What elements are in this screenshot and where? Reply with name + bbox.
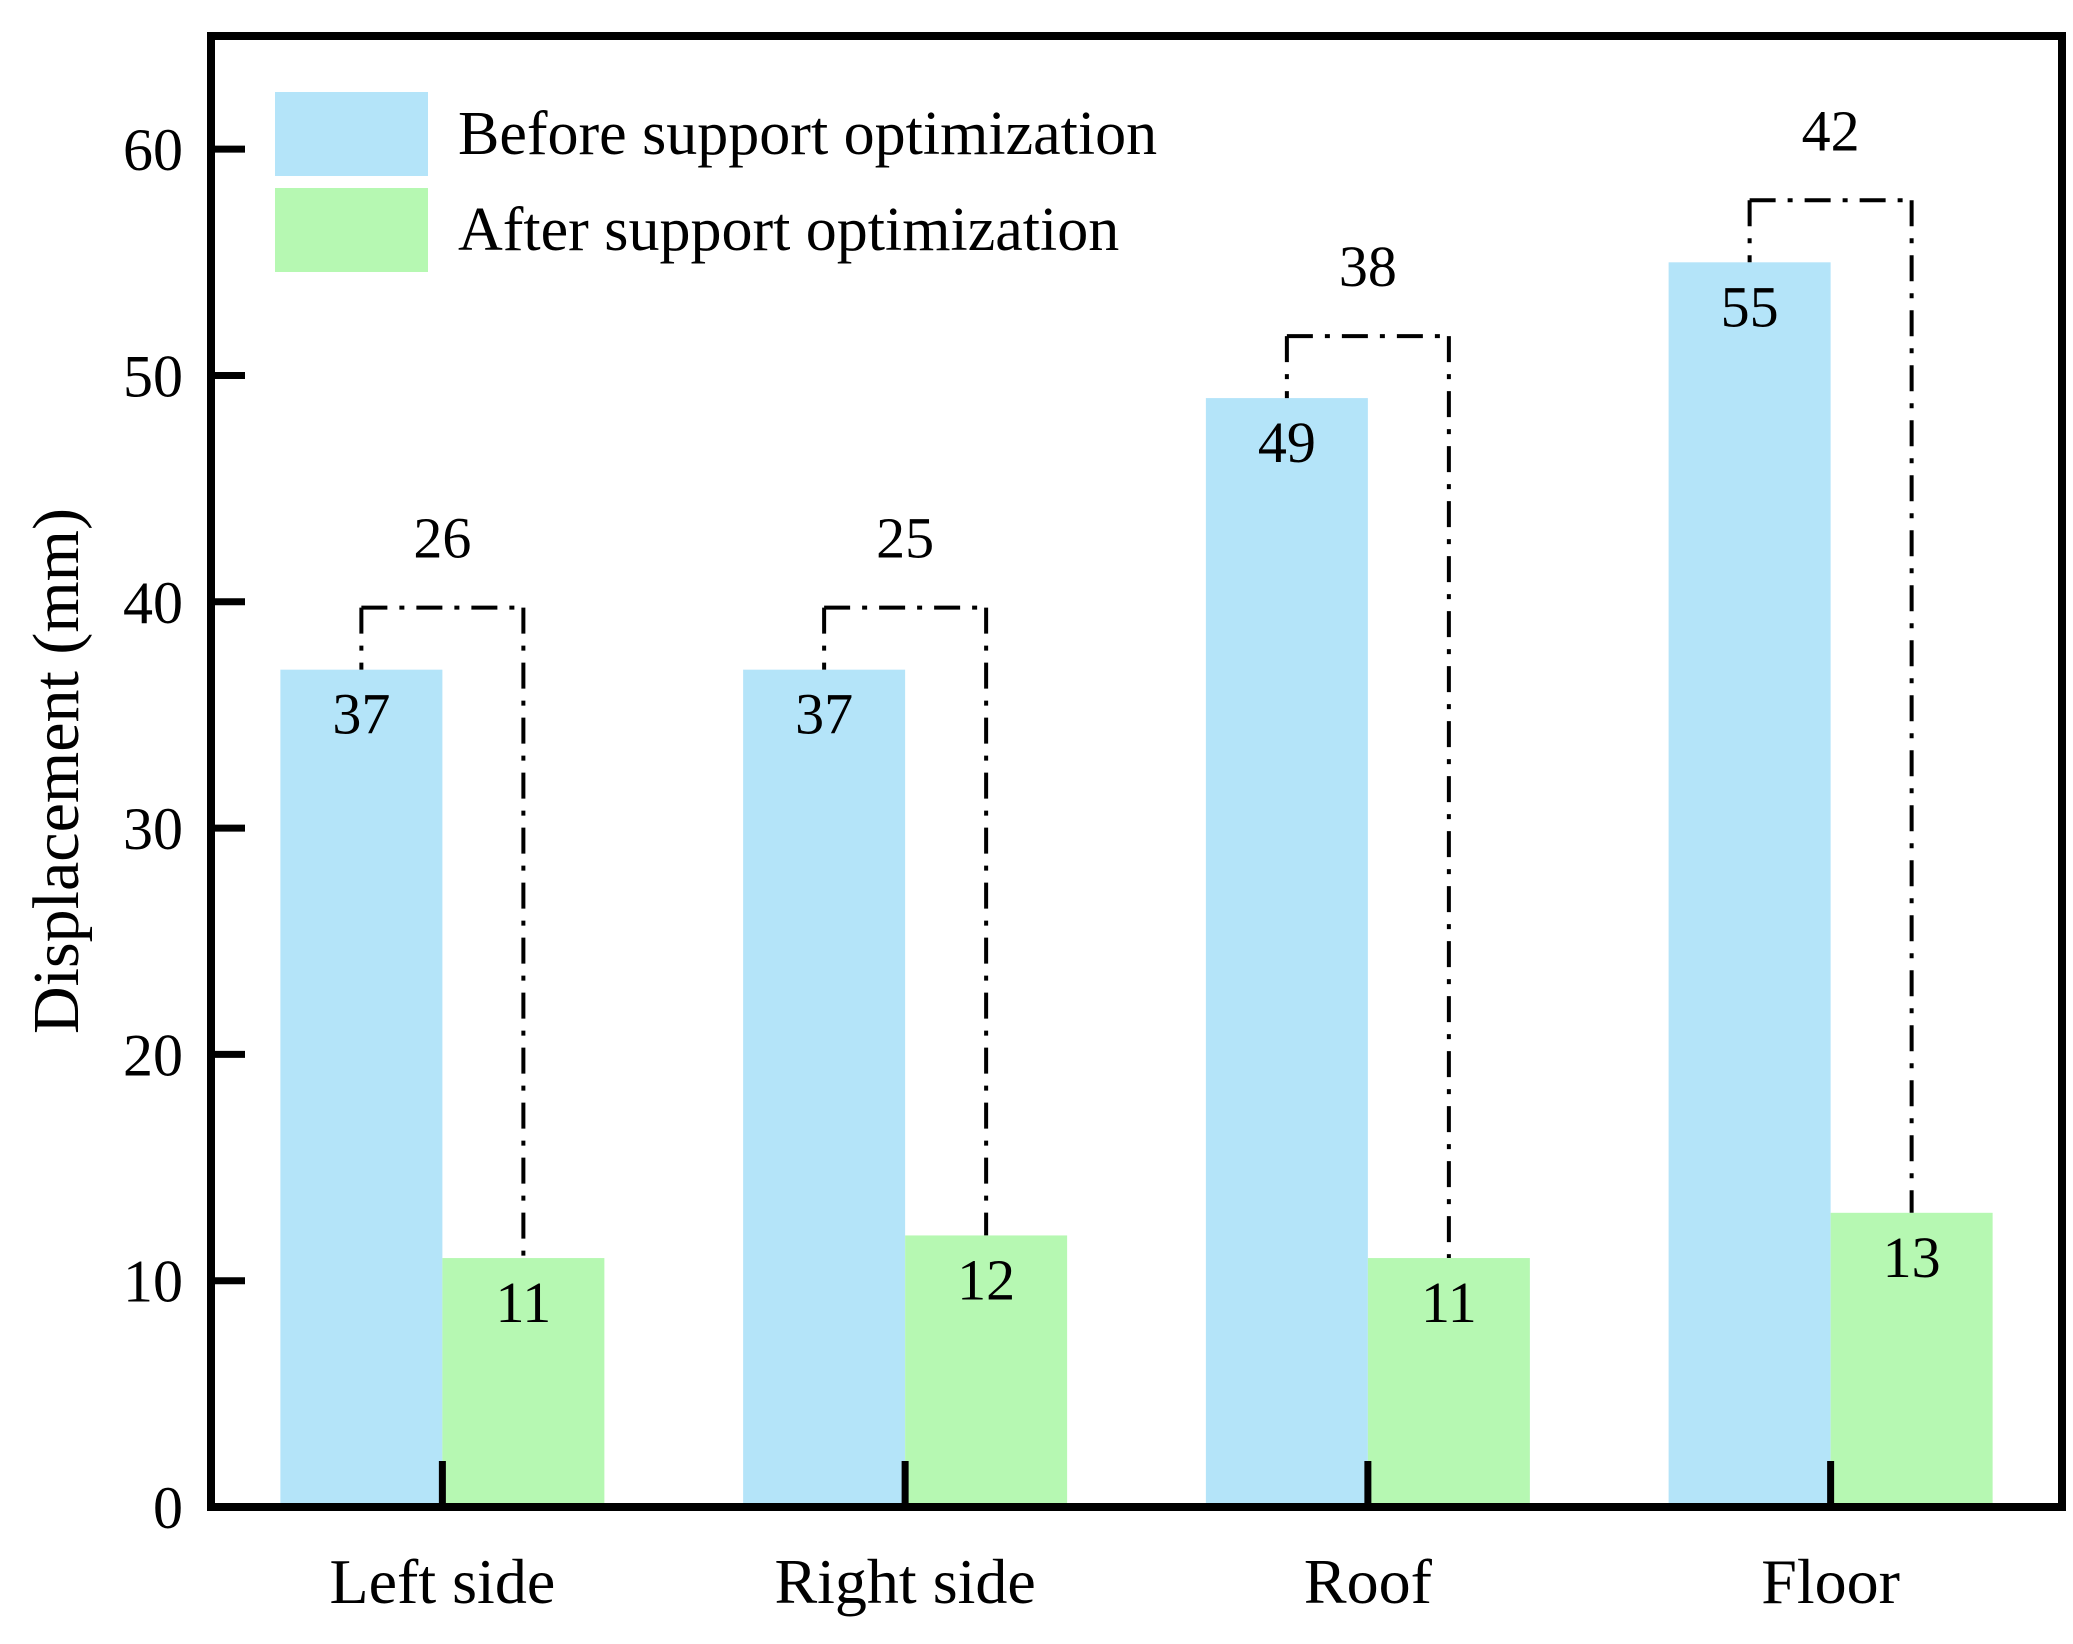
y-tick-label-60: 60: [123, 117, 183, 183]
value-label-after-floor: 13: [1883, 1225, 1941, 1290]
legend-item-before: Before support optimization: [275, 92, 1157, 176]
value-label-after-right-side: 12: [957, 1247, 1015, 1312]
legend-swatch-after: [275, 188, 428, 272]
y-tick-label-10: 10: [123, 1249, 183, 1315]
x-category-label-left-side: Left side: [330, 1546, 556, 1617]
value-label-before-roof: 49: [1258, 410, 1316, 475]
legend-swatch-before: [275, 92, 428, 176]
value-label-before-left-side: 37: [332, 682, 390, 747]
plot-frame: [207, 32, 2066, 1511]
legend-label-after: After support optimization: [458, 196, 1120, 264]
legend: Before support optimization After suppor…: [275, 92, 1157, 272]
bar-after-floor: [1830, 1212, 1993, 1507]
bar-before-floor: [1668, 262, 1831, 1508]
value-label-before-right-side: 37: [795, 682, 853, 747]
y-tick-label-20: 20: [123, 1022, 183, 1088]
bar-after-roof: [1367, 1258, 1530, 1507]
x-category-label-roof: Roof: [1304, 1546, 1433, 1617]
value-label-after-roof: 11: [1421, 1270, 1477, 1335]
bar-after-left-side: [442, 1258, 605, 1507]
value-label-after-left-side: 11: [495, 1270, 551, 1335]
difference-label-right-side: 25: [876, 506, 934, 571]
y-tick-label-50: 50: [123, 343, 183, 409]
legend-label-before: Before support optimization: [458, 100, 1158, 168]
bar-before-right-side: [743, 669, 906, 1507]
bar-after-right-side: [905, 1235, 1068, 1507]
y-axis-label: Displacement (mm): [20, 507, 93, 1035]
difference-label-left-side: 26: [413, 506, 471, 571]
difference-label-roof: 38: [1339, 234, 1397, 299]
difference-label-floor: 42: [1802, 98, 1860, 163]
x-category-label-right-side: Right side: [774, 1546, 1035, 1617]
bar-before-left-side: [280, 669, 443, 1507]
legend-item-after: After support optimization: [275, 188, 1157, 272]
bar-before-roof: [1205, 398, 1368, 1508]
x-category-label-floor: Floor: [1761, 1546, 1900, 1617]
y-tick-label-0: 0: [153, 1475, 183, 1541]
y-tick-label-40: 40: [123, 570, 183, 636]
value-label-before-floor: 55: [1721, 274, 1779, 339]
y-tick-label-30: 30: [123, 796, 183, 862]
